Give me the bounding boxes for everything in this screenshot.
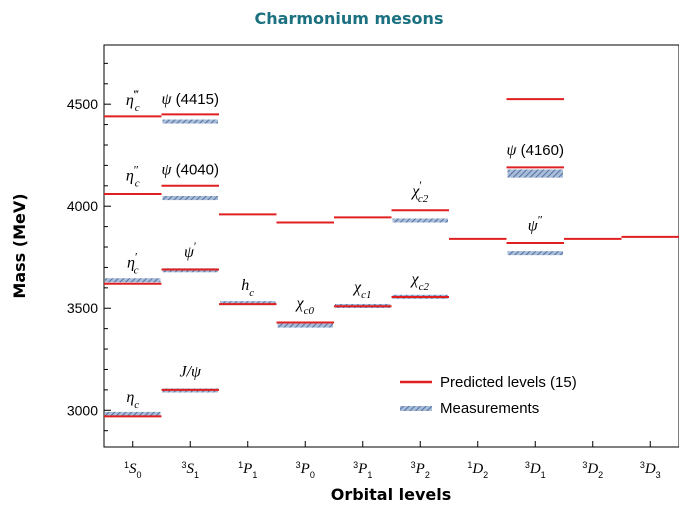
- level-label: ψ″: [528, 213, 543, 235]
- plot-frame: [103, 44, 679, 448]
- x-tick-label: 1P1: [238, 460, 257, 480]
- x-tick-label: 3D1: [525, 460, 546, 480]
- level-label: ψ (4040): [162, 162, 219, 179]
- y-tick-label: 3000: [67, 402, 98, 418]
- level-label: J/ψ: [180, 364, 203, 381]
- prediction-layer: [104, 98, 679, 418]
- axis-layer: 3000 3500 4000 4500 1S0 3S1 1P1 3P0 3P1 3P2 1D2 3D1…: [67, 62, 661, 480]
- measured-level: [277, 323, 333, 328]
- x-tick-label: 1D2: [467, 460, 488, 480]
- level-label: χc0: [295, 295, 315, 317]
- legend-swatch-measured: [400, 406, 432, 411]
- level-label: η‴ c: [126, 87, 140, 114]
- measured-level: [392, 218, 448, 223]
- x-tick-label: 3D2: [582, 460, 603, 480]
- level-label: χc2: [410, 271, 430, 293]
- measured-level: [162, 119, 218, 124]
- measured-level: [220, 301, 276, 306]
- measured-level: [105, 411, 161, 417]
- level-label: ψ (4415): [162, 91, 219, 108]
- y-tick-label: 4500: [67, 96, 98, 112]
- y-axis-label: Mass (MeV): [10, 193, 29, 298]
- x-tick-label: 3P2: [411, 460, 430, 480]
- x-tick-label: 1S0: [124, 460, 142, 480]
- legend-label-predicted: Predicted levels (15): [440, 374, 577, 391]
- x-tick-label: 3P1: [353, 460, 372, 480]
- y-tick-label: 3500: [67, 300, 98, 316]
- level-label: η′ c: [127, 249, 139, 276]
- measured-level: [162, 196, 218, 201]
- level-label: χc1: [352, 279, 371, 301]
- chart-title: Charmonium mesons: [255, 9, 444, 28]
- measured-level: [507, 169, 563, 178]
- x-tick-label: 3D3: [640, 460, 661, 480]
- measured-level: [105, 278, 161, 283]
- level-label: η″ c: [126, 163, 140, 190]
- legend: Predicted levels (15) Measurements: [400, 374, 577, 417]
- x-axis-label: Orbital levels: [331, 485, 452, 504]
- legend-label-measured: Measurements: [440, 400, 539, 417]
- level-label: ψ (4160): [507, 142, 564, 159]
- level-label: χ′ c2: [410, 178, 429, 205]
- y-tick-label: 4000: [67, 198, 98, 214]
- x-tick-label: 3P0: [296, 460, 315, 480]
- level-label: ψ′: [184, 239, 197, 261]
- level-label-layer: ηc η′ c η″ c η‴ c J/ψ ψ′ ψ (4040) ψ (4415) hc χc0 χc1…: [126, 87, 564, 411]
- level-label: ηc: [126, 389, 139, 411]
- level-label: hc: [241, 277, 254, 299]
- measured-level: [507, 251, 563, 256]
- x-tick-label: 3S1: [181, 460, 199, 480]
